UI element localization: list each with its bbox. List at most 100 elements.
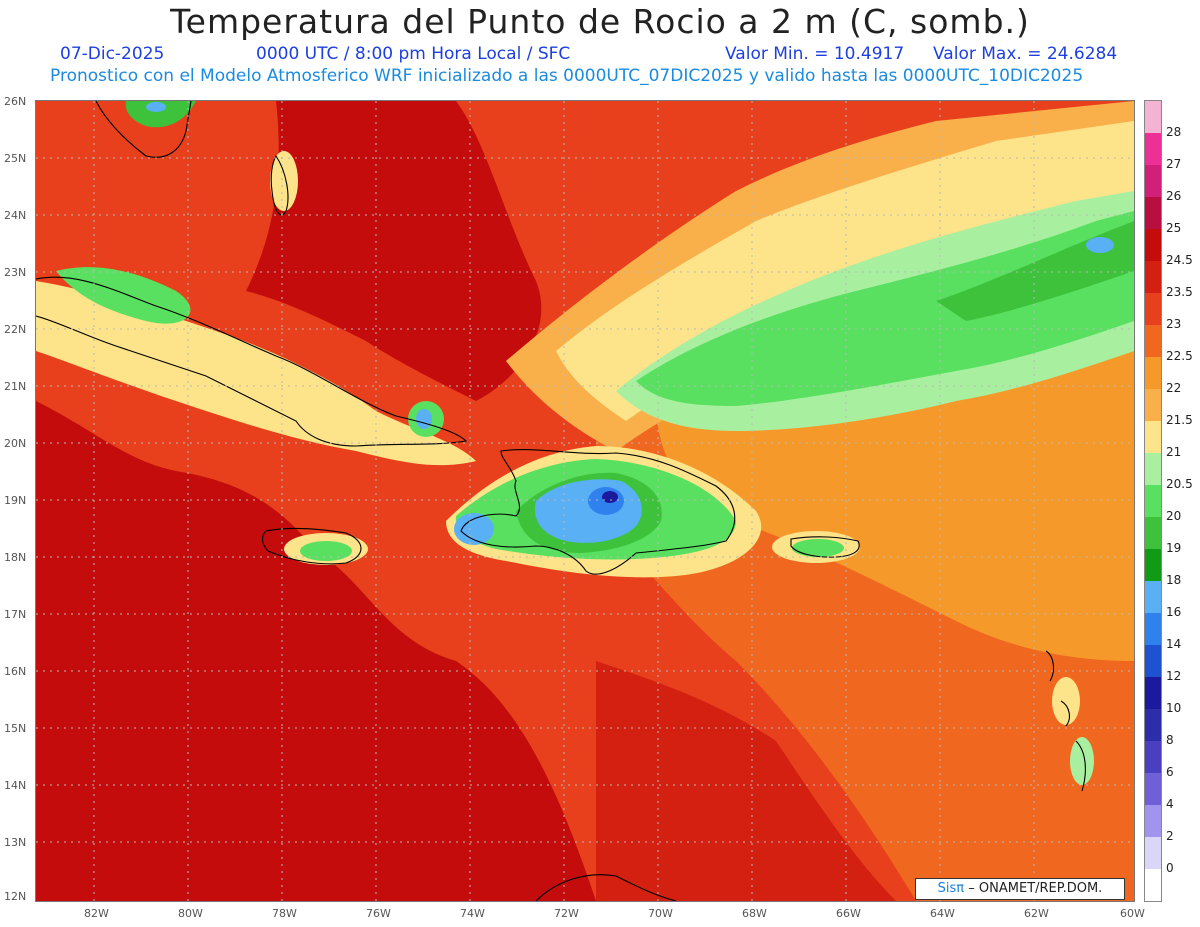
coast-andros	[270, 154, 289, 216]
lon-label-80w: 80W	[178, 907, 203, 920]
field-green-puerto-rico	[792, 539, 844, 557]
graticule	[36, 101, 1134, 901]
coast-hispaniola	[460, 449, 736, 575]
legend-label: 22	[1166, 381, 1182, 395]
field-yellow-cuba	[36, 281, 476, 466]
legend-label: 23	[1166, 317, 1182, 331]
legend-label: 24.5	[1166, 253, 1193, 267]
field-blue-east-cuba	[416, 409, 432, 429]
legend-swatch	[1145, 741, 1161, 773]
legend-swatch	[1145, 453, 1161, 485]
legend-label: 10	[1166, 701, 1182, 715]
legend-swatch	[1145, 357, 1161, 389]
field-dark-red-north	[246, 101, 542, 401]
lon-label-74w: 74W	[460, 907, 485, 920]
legend-label: 6	[1166, 765, 1174, 779]
legend-label: 4	[1166, 797, 1174, 811]
legend-label: 20.5	[1166, 477, 1193, 491]
field-blue-north-florida	[146, 102, 166, 112]
lat-label-24n: 24N	[4, 209, 27, 222]
field-green-antilles-2	[1070, 737, 1094, 785]
coast-venezuela	[535, 874, 677, 901]
coast-jamaica	[261, 527, 362, 565]
legend-swatch	[1145, 709, 1161, 741]
coast-puerto-rico	[790, 536, 860, 558]
credit-box: Sisπ – ONAMET/REP.DOM.	[915, 878, 1125, 900]
lat-label-26n: 26N	[4, 95, 27, 108]
legend-swatch	[1145, 197, 1161, 229]
lon-label-70w: 70W	[648, 907, 673, 920]
legend-label: 2	[1166, 829, 1174, 843]
field-blue-haiti-west	[454, 513, 494, 545]
field-green-band	[636, 211, 1134, 406]
field-blue-spot-ne	[1086, 237, 1114, 253]
legend-label: 20	[1166, 509, 1182, 523]
legend-label: 12	[1166, 669, 1182, 683]
lon-label-62w: 62W	[1024, 907, 1049, 920]
legend-label: 23.5	[1166, 285, 1193, 299]
legend-swatch	[1145, 325, 1161, 357]
map-title: Temperatura del Punto de Rocio a 2 m (C,…	[170, 2, 1030, 41]
forecast-line: Pronostico con el Modelo Atmosferico WRF…	[50, 66, 1084, 86]
legend-label: 18	[1166, 573, 1182, 587]
legend-label: 0	[1166, 861, 1174, 875]
legend-label: 21.5	[1166, 413, 1193, 427]
legend-label: 22.5	[1166, 349, 1193, 363]
lat-label-19n: 19N	[4, 494, 27, 507]
credit-org: – ONAMET/REP.DOM.	[968, 881, 1103, 896]
legend-label: 19	[1166, 541, 1182, 555]
lat-label-15n: 15N	[4, 722, 27, 735]
legend-swatch	[1145, 133, 1161, 165]
coast-cuba	[36, 276, 468, 447]
legend-label: 8	[1166, 733, 1174, 747]
legend-label: 28	[1166, 125, 1182, 139]
legend-swatch	[1145, 549, 1161, 581]
legend-swatch	[1145, 389, 1161, 421]
lat-label-17n: 17N	[4, 608, 27, 621]
legend-swatch	[1145, 869, 1161, 901]
lat-label-14n: 14N	[4, 779, 27, 792]
legend-label: 26	[1166, 189, 1182, 203]
legend-swatch	[1145, 581, 1161, 613]
legend-label: 25	[1166, 221, 1182, 235]
lat-label-25n: 25N	[4, 152, 27, 165]
legend-label: 16	[1166, 605, 1182, 619]
legend-swatch	[1145, 773, 1161, 805]
legend-label: 27	[1166, 157, 1182, 171]
lon-label-78w: 78W	[272, 907, 297, 920]
lon-label-60w: 60W	[1120, 907, 1145, 920]
legend-swatch	[1145, 677, 1161, 709]
dewpoint-map	[36, 101, 1134, 901]
lon-label-66w: 66W	[836, 907, 861, 920]
lat-label-18n: 18N	[4, 551, 27, 564]
legend-label: 14	[1166, 637, 1182, 651]
color-legend	[1144, 100, 1162, 902]
legend-swatch	[1145, 645, 1161, 677]
field-yellow-andros	[270, 151, 298, 211]
legend-swatch	[1145, 261, 1161, 293]
lat-label-22n: 22N	[4, 323, 27, 336]
valor-min: Valor Min. = 10.4917	[725, 44, 905, 64]
time-info: 0000 UTC / 8:00 pm Hora Local / SFC	[256, 44, 571, 64]
coastlines	[36, 101, 1086, 901]
lat-label-12n: 12N	[4, 890, 27, 903]
map-frame	[35, 100, 1135, 902]
lon-label-64w: 64W	[930, 907, 955, 920]
field-dark-red-west	[36, 401, 596, 901]
field-green-north-florida	[125, 101, 196, 128]
valor-max: Valor Max. = 24.6284	[933, 44, 1118, 64]
legend-swatch	[1145, 805, 1161, 837]
field-green-cuba	[56, 267, 191, 324]
lat-label-20n: 20N	[4, 437, 27, 450]
legend-swatch	[1145, 613, 1161, 645]
legend-swatch	[1145, 229, 1161, 261]
lat-label-16n: 16N	[4, 665, 27, 678]
date-label: 07-Dic-2025	[60, 44, 165, 64]
lon-label-82w: 82W	[84, 907, 109, 920]
legend-swatch	[1145, 165, 1161, 197]
lon-label-68w: 68W	[742, 907, 767, 920]
lat-label-21n: 21N	[4, 380, 27, 393]
field-yellow-antilles-1	[1052, 677, 1080, 725]
legend-swatch	[1145, 101, 1161, 133]
field-min-spot	[602, 491, 618, 503]
